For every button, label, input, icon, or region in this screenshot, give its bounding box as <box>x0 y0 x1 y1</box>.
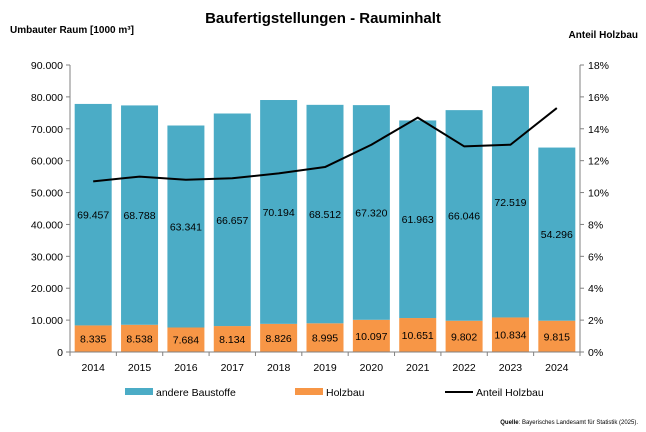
x-tick-label: 2022 <box>452 362 476 374</box>
legend-label: Holzbau <box>326 387 365 399</box>
legend-swatch-andere-baustoffe <box>125 388 153 395</box>
data-label-holzbau: 7.684 <box>173 335 199 347</box>
legend-label: Anteil Holzbau <box>476 387 544 399</box>
y2-tick-label: 12% <box>588 156 609 168</box>
y2-tick-label: 18% <box>588 60 609 72</box>
y-tick-label: 20.000 <box>31 283 63 295</box>
y-tick-label: 10.000 <box>31 315 63 327</box>
y-tick-label: 0 <box>57 347 63 359</box>
y2-axis-title: Anteil Holzbau <box>569 30 638 41</box>
data-label-andere-baustoffe: 68.788 <box>123 210 155 222</box>
x-tick-label: 2023 <box>499 362 523 374</box>
data-label-andere-baustoffe: 68.512 <box>309 209 341 221</box>
bar-andere-baustoffe <box>74 103 112 326</box>
y2-tick-label: 8% <box>588 219 603 231</box>
data-label-holzbau: 9.802 <box>451 331 477 343</box>
x-tick-label: 2017 <box>221 362 245 374</box>
bar-andere-baustoffe <box>352 105 390 320</box>
y2-tick-label: 10% <box>588 188 609 200</box>
data-label-holzbau: 10.097 <box>355 331 387 343</box>
bar-andere-baustoffe <box>306 104 344 324</box>
data-label-holzbau: 8.134 <box>219 334 245 346</box>
y-tick-label: 60.000 <box>31 156 63 168</box>
data-label-andere-baustoffe: 72.519 <box>494 197 526 209</box>
bar-holzbau <box>445 320 483 352</box>
bar-holzbau <box>399 318 437 352</box>
bar-andere-baustoffe <box>399 120 437 319</box>
data-label-andere-baustoffe: 67.320 <box>355 207 387 219</box>
y2-tick-label: 0% <box>588 347 603 359</box>
data-label-holzbau: 8.538 <box>126 333 152 345</box>
chart-title: Baufertigstellungen - Rauminhalt <box>205 10 441 27</box>
x-tick-label: 2016 <box>174 362 198 374</box>
data-label-holzbau: 8.826 <box>265 333 291 345</box>
x-tick-label: 2020 <box>360 362 384 374</box>
bar-andere-baustoffe <box>260 100 298 324</box>
bar-holzbau <box>121 324 159 352</box>
bar-holzbau <box>167 327 205 352</box>
y-tick-label: 70.000 <box>31 124 63 136</box>
legend: andere Baustoffe Holzbau Anteil Holzbau <box>125 387 544 399</box>
y2-tick-label: 4% <box>588 283 603 295</box>
bar-holzbau <box>352 319 390 352</box>
y2-tick-label: 6% <box>588 251 603 263</box>
data-label-holzbau: 8.995 <box>312 333 338 345</box>
x-tick-label: 2021 <box>406 362 430 374</box>
bar-andere-baustoffe <box>538 147 576 321</box>
data-label-andere-baustoffe: 66.657 <box>216 215 248 227</box>
y-tick-label: 80.000 <box>31 92 63 104</box>
bar-holzbau <box>74 325 112 352</box>
bar-holzbau <box>213 326 251 352</box>
bar-andere-baustoffe <box>491 86 529 318</box>
source-note: Quelle: Bayerisches Landesamt für Statis… <box>500 420 638 426</box>
y-tick-label: 50.000 <box>31 188 63 200</box>
source-prefix: Quelle <box>500 420 519 426</box>
x-tick-label: 2019 <box>313 362 337 374</box>
data-label-andere-baustoffe: 63.341 <box>170 222 202 234</box>
y2-tick-label: 2% <box>588 315 603 327</box>
y2-tick-label: 16% <box>588 92 609 104</box>
bar-holzbau <box>538 320 576 352</box>
x-tick-label: 2024 <box>545 362 569 374</box>
line-anteil-holzbau <box>93 107 558 183</box>
legend-label: andere Baustoffe <box>156 387 236 399</box>
source-text: : Bayerisches Landesamt für Statistik (2… <box>519 420 639 426</box>
y-tick-label: 90.000 <box>31 60 63 72</box>
y-tick-label: 40.000 <box>31 219 63 231</box>
data-label-andere-baustoffe: 61.963 <box>402 214 434 226</box>
y2-tick-label: 14% <box>588 124 609 136</box>
bar-holzbau <box>306 323 344 352</box>
x-tick-label: 2018 <box>267 362 291 374</box>
y-axis-title: Umbauter Raum [1000 m³] <box>10 25 134 36</box>
bar-andere-baustoffe <box>167 125 205 328</box>
bar-andere-baustoffe <box>213 113 251 327</box>
x-tick-label: 2014 <box>82 362 106 374</box>
legend-swatch-holzbau <box>295 388 323 395</box>
bar-andere-baustoffe <box>121 105 159 325</box>
data-label-holzbau: 9.815 <box>544 331 570 343</box>
y-tick-label: 30.000 <box>31 251 63 263</box>
data-label-andere-baustoffe: 66.046 <box>448 210 480 222</box>
bar-holzbau <box>491 317 529 352</box>
x-tick-label: 2015 <box>128 362 152 374</box>
data-label-andere-baustoffe: 70.194 <box>263 207 295 219</box>
data-label-holzbau: 10.834 <box>494 330 526 342</box>
data-label-andere-baustoffe: 69.457 <box>77 210 109 222</box>
data-label-holzbau: 8.335 <box>80 334 106 346</box>
plot-area: 8.335 69.457 8.538 68.788 7.684 63.341 8.134 66… <box>31 60 609 374</box>
data-label-andere-baustoffe: 54.296 <box>541 229 573 241</box>
bar-holzbau <box>260 323 298 352</box>
data-label-holzbau: 10.651 <box>402 330 434 342</box>
